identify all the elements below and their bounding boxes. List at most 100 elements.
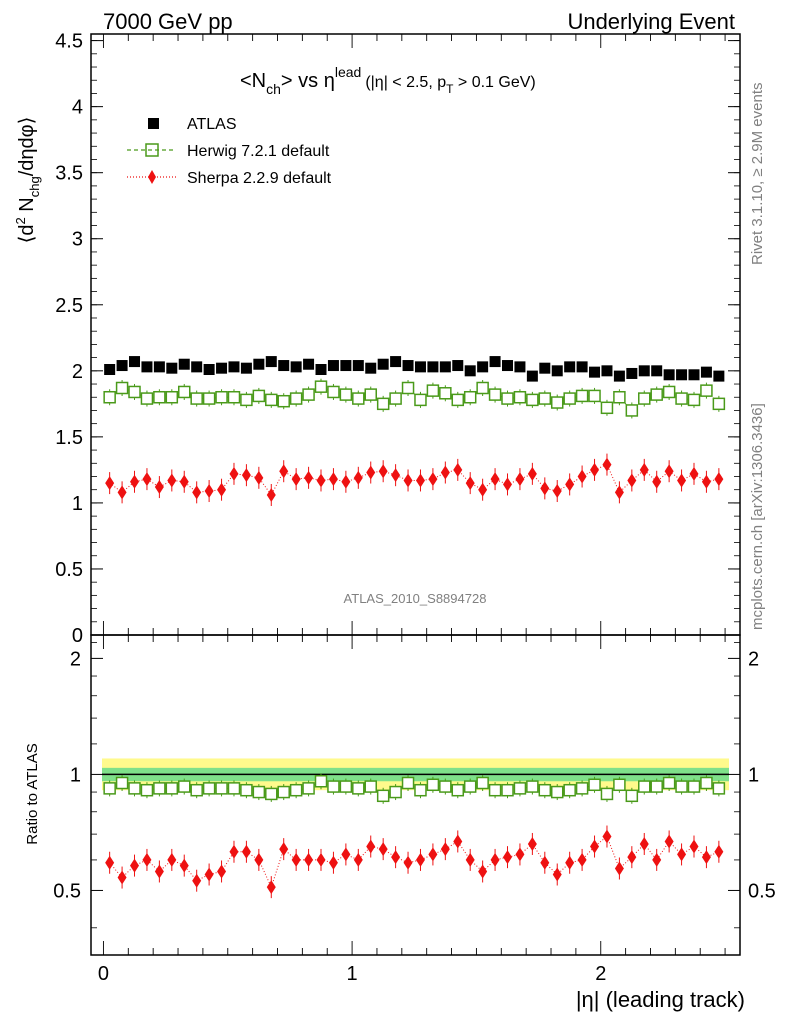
ratio-sherpa-point: [440, 842, 450, 857]
ratio-sherpa-point: [503, 850, 513, 865]
atlas-point: [439, 361, 451, 373]
main-herwig-point: [513, 390, 527, 404]
ratio-sherpa-point: [552, 867, 562, 882]
ratio-sherpa-point: [515, 847, 525, 862]
ratio-herwig-point: [538, 783, 552, 797]
ratio-sherpa-point: [714, 844, 724, 859]
ratio-herwig-point: [513, 782, 527, 795]
ratio-herwig-point: [712, 782, 726, 795]
main-sherpa-point: [552, 484, 562, 499]
main-sherpa-point: [217, 482, 227, 497]
ratio-sherpa-point: [639, 836, 649, 851]
ratio-sherpa-point: [353, 852, 363, 867]
ratio-sherpa-point: [614, 861, 624, 876]
main-herwig-point: [550, 396, 564, 409]
main-herwig-point: [613, 390, 626, 404]
atlas-point: [340, 360, 352, 372]
atlas-point: [166, 362, 178, 374]
main-sherpa-point: [204, 484, 214, 499]
main-herwig-point: [563, 392, 576, 405]
y-tick-label: 3: [72, 229, 83, 251]
ratio-sherpa-point: [142, 852, 152, 867]
main-herwig-point: [352, 392, 365, 405]
atlas-point: [352, 360, 364, 372]
main-herwig-point: [265, 393, 278, 407]
main-sherpa-point: [328, 472, 338, 487]
ratio-herwig-point: [103, 782, 116, 795]
main-herwig-point: [215, 390, 228, 404]
ratio-sherpa-point: [602, 829, 612, 844]
ratio-sherpa-point: [229, 844, 239, 859]
ratio-sherpa-point: [428, 847, 438, 862]
main-herwig-point: [687, 393, 701, 407]
atlas-point: [104, 364, 116, 376]
ratio-tick-label-right: 0.5: [748, 880, 776, 902]
main-herwig-point: [165, 390, 179, 404]
ratio-tick-label-right: 1: [748, 764, 759, 786]
ratio-herwig-point: [376, 789, 390, 803]
y-tick-label: 4.5: [55, 31, 83, 53]
x-tick-label: 0: [98, 963, 109, 985]
atlas-point: [713, 370, 725, 382]
ratio-sherpa-point: [366, 839, 376, 854]
atlas-point: [613, 370, 625, 382]
ratio-herwig-point: [389, 785, 402, 799]
process-label: Underlying Event: [567, 9, 735, 34]
main-herwig-point: [327, 385, 340, 399]
atlas-point: [526, 370, 538, 382]
atlas-point: [228, 361, 240, 373]
main-sherpa-point: [192, 485, 202, 500]
atlas-point: [216, 362, 228, 374]
y-tick-label: 1.5: [55, 427, 83, 449]
ratio-sherpa-point: [341, 847, 351, 862]
atlas-point: [514, 361, 526, 373]
atlas-point: [489, 356, 501, 368]
atlas-point: [452, 360, 464, 372]
ratio-tick-label-right: 2: [748, 648, 759, 670]
ratio-herwig-point: [638, 780, 651, 793]
ratio-herwig-point: [588, 778, 601, 792]
ratio-herwig-point: [289, 783, 303, 797]
ratio-herwig-point: [662, 776, 676, 790]
ratio-sherpa-point: [105, 855, 115, 870]
main-sherpa-point: [154, 480, 164, 495]
ratio-sherpa-point: [154, 864, 164, 879]
y-tick-label: 0: [72, 625, 83, 647]
main-herwig-point: [439, 387, 452, 400]
ratio-herwig-point: [426, 778, 440, 792]
ratio-sherpa-point: [403, 855, 413, 870]
title-superscript: lead: [335, 64, 361, 80]
ratio-sherpa-point: [652, 852, 662, 867]
atlas-point: [290, 361, 302, 373]
ratio-herwig-point: [277, 785, 290, 799]
ratio-sherpa-point: [241, 844, 251, 859]
y-tick-label: 2: [72, 361, 83, 383]
main-herwig-point: [389, 392, 402, 405]
main-herwig-point: [463, 390, 477, 404]
main-herwig-point: [153, 390, 166, 404]
main-herwig-point: [401, 381, 415, 395]
legend: ATLAS Herwig 7.2.1 default Sherpa 2.2.9 …: [127, 116, 332, 187]
main-sherpa-point: [701, 474, 711, 489]
x-tick-label: 1: [347, 963, 358, 985]
rivet-label: Rivet 3.1.10, ≥ 2.9M events: [749, 83, 766, 266]
atlas-point: [203, 364, 215, 376]
main-herwig-point: [575, 389, 589, 403]
atlas-point: [377, 358, 389, 370]
atlas-point: [278, 360, 290, 372]
atlas-point: [663, 369, 675, 381]
x-tick-label: 2: [595, 963, 606, 985]
ratio-herwig-point: [115, 776, 129, 790]
ratio-sherpa-point: [415, 852, 425, 867]
atlas-point: [502, 360, 514, 372]
legend-label-atlas: ATLAS: [187, 116, 237, 133]
main-herwig-point: [103, 390, 116, 404]
title-part: > vs η: [281, 70, 335, 92]
main-herwig-point: [128, 385, 141, 399]
ratio-sherpa-point: [478, 864, 488, 879]
atlas-point: [688, 369, 700, 381]
main-herwig-point: [476, 381, 489, 395]
ratio-sherpa-point: [391, 850, 401, 865]
main-herwig-point: [588, 389, 601, 403]
